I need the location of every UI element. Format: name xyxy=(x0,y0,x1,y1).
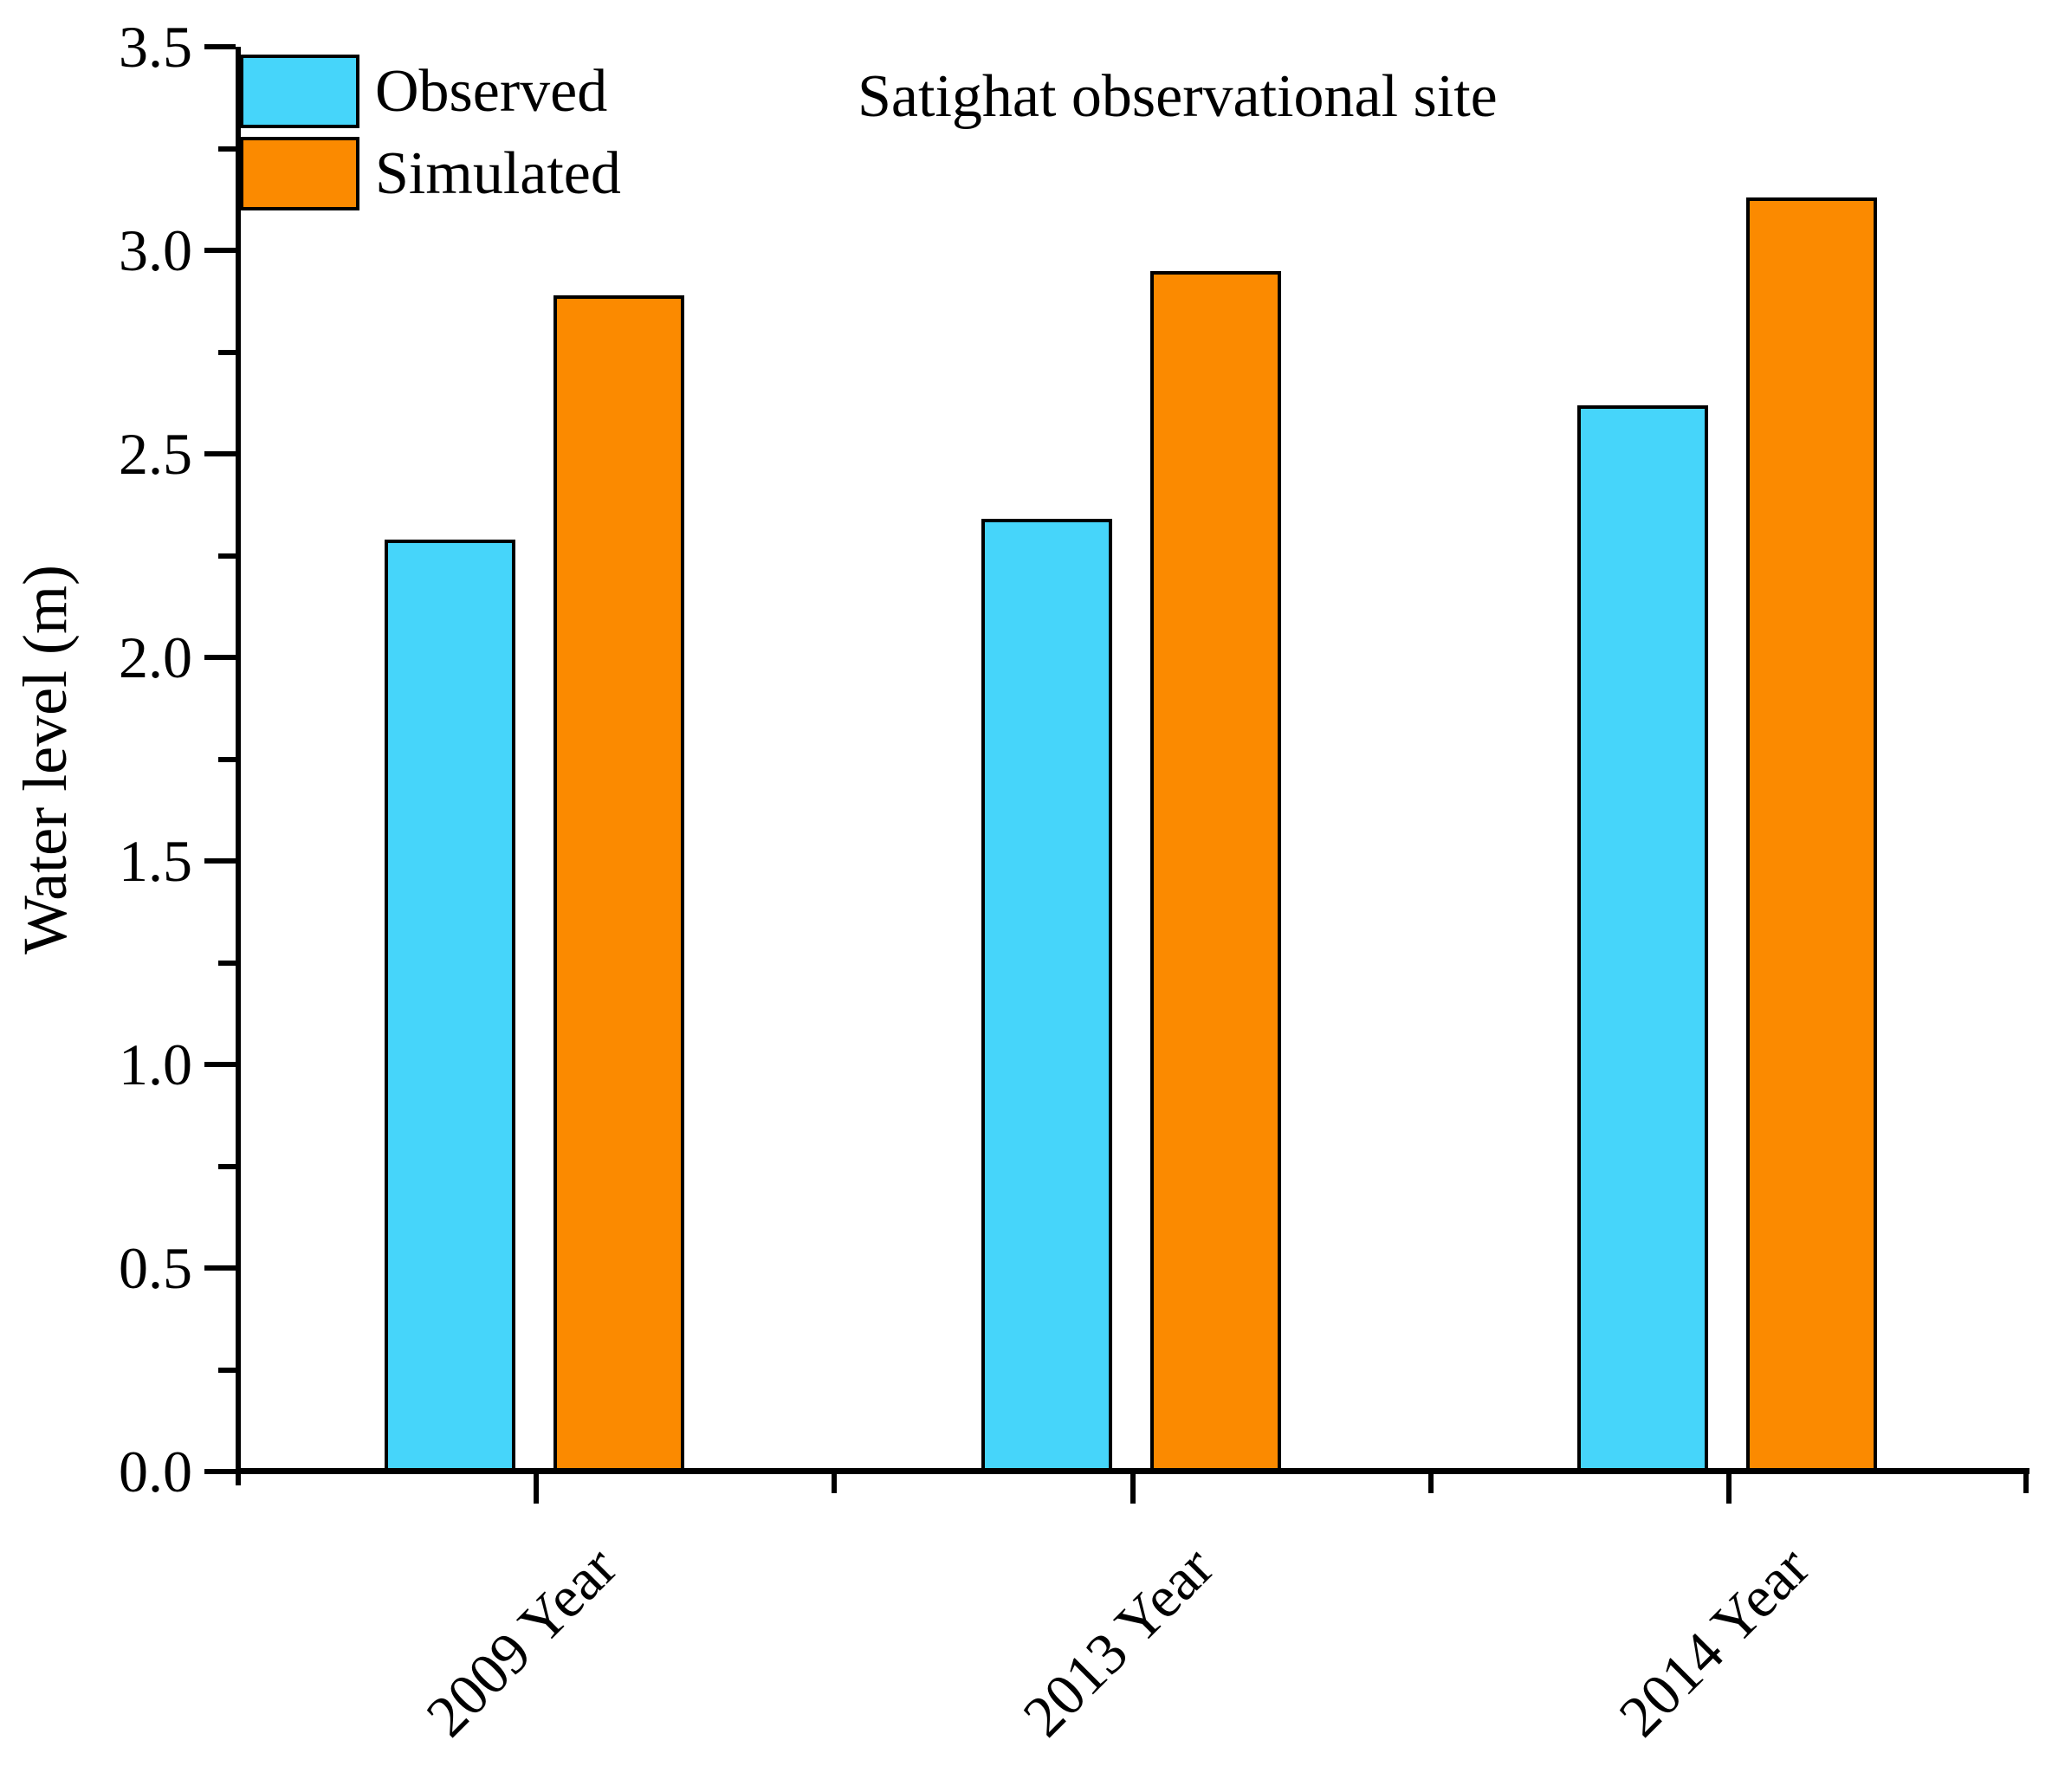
y-tick-label: 3.0 xyxy=(119,217,192,283)
x-tick-label: 2014 Year xyxy=(1606,1533,1822,1750)
bar-simulated-2009-year xyxy=(553,294,685,1472)
x-minor-tick xyxy=(1427,1474,1434,1493)
x-minor-tick xyxy=(832,1474,838,1493)
x-major-tick xyxy=(1130,1474,1136,1504)
y-tick-label: 1.5 xyxy=(119,828,192,894)
bar-observed-2013-year xyxy=(981,519,1112,1472)
y-major-tick xyxy=(204,1265,236,1271)
y-tick-label: 1.0 xyxy=(119,1032,192,1097)
y-major-tick xyxy=(204,451,236,456)
y-axis-title: Water level (m) xyxy=(10,47,80,1472)
y-minor-tick xyxy=(218,756,236,762)
bar-observed-2014-year xyxy=(1576,404,1708,1472)
y-major-tick xyxy=(204,1062,236,1067)
y-minor-tick xyxy=(218,960,236,966)
chart-title: Satighat observational site xyxy=(858,63,1498,130)
y-tick-label: 2.0 xyxy=(119,624,192,690)
legend-label-observed: Observed xyxy=(375,57,608,125)
y-tick-label: 2.5 xyxy=(119,421,192,487)
bar-observed-2009-year xyxy=(385,539,516,1472)
y-minor-tick xyxy=(218,553,236,559)
y-tick-label: 0.5 xyxy=(119,1235,192,1301)
legend-label-simulated: Simulated xyxy=(375,139,621,207)
y-tick-label: 0.0 xyxy=(119,1439,192,1504)
y-axis-title-text: Water level (m) xyxy=(10,564,80,954)
x-axis-end-tick xyxy=(2023,1474,2029,1493)
bar-simulated-2013-year xyxy=(1149,270,1281,1472)
y-minor-tick xyxy=(218,146,236,152)
x-axis-line xyxy=(236,1468,2029,1474)
y-minor-tick xyxy=(218,1367,236,1373)
y-major-tick xyxy=(204,858,236,864)
y-minor-tick xyxy=(218,1163,236,1169)
x-major-tick xyxy=(1725,1474,1732,1504)
legend-swatch-observed xyxy=(240,55,359,128)
x-major-tick xyxy=(534,1474,540,1504)
y-major-tick xyxy=(204,44,236,49)
x-tick-label: 2013 Year xyxy=(1010,1533,1226,1750)
legend-swatch-simulated xyxy=(240,137,359,210)
y-tick-label: 3.5 xyxy=(119,14,192,80)
y-axis-line xyxy=(236,47,241,1485)
y-minor-tick xyxy=(218,349,236,355)
y-major-tick xyxy=(204,1469,236,1474)
y-major-tick xyxy=(204,248,236,253)
y-major-tick xyxy=(204,655,236,660)
bar-simulated-2014-year xyxy=(1745,197,1877,1472)
x-tick-label: 2009 Year xyxy=(413,1533,630,1750)
